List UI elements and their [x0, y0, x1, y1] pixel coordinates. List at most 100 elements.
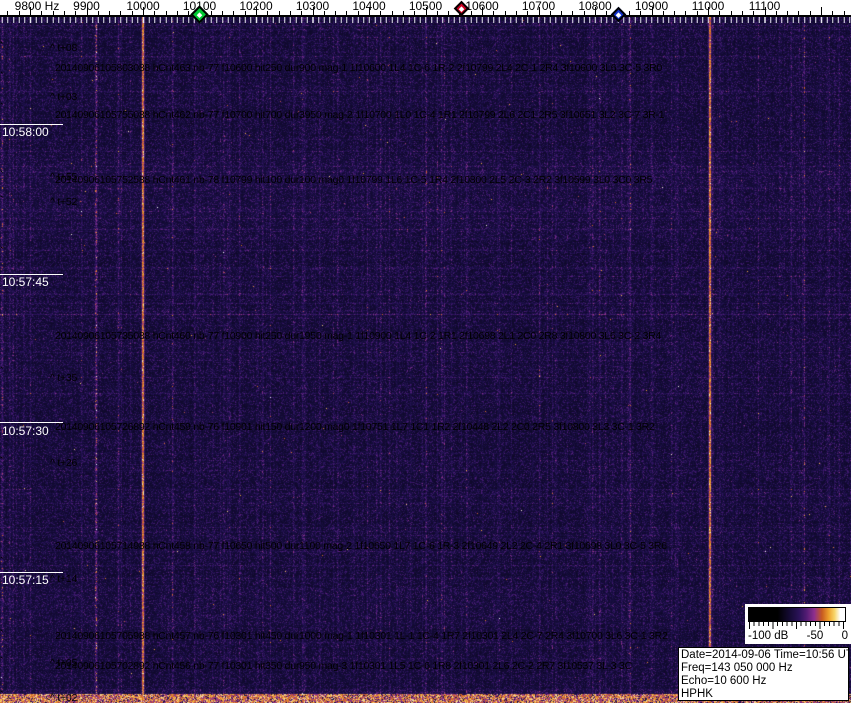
frequency-tick [402, 11, 404, 15]
frequency-tick [30, 7, 31, 15]
frequency-tick [346, 11, 348, 15]
frequency-tick [595, 7, 596, 15]
frequency-label: 10700 [521, 0, 556, 13]
frequency-tick [662, 11, 664, 15]
frequency-tick [764, 7, 766, 15]
frequency-label: 10800 [578, 0, 612, 13]
time-label: 10:57:30 [2, 424, 49, 438]
frequency-tick [369, 7, 370, 15]
frequency-tick [176, 11, 178, 15]
frequency-tick [109, 11, 111, 15]
event-time-marker: ^ t+26 [50, 457, 78, 469]
frequency-tick [278, 11, 280, 15]
frequency-tick [63, 11, 65, 15]
detection-report-line: 20140906105755088 hCnt462 nb-77 f10700 h… [55, 109, 665, 121]
colorbar-gradient [748, 607, 846, 622]
frequency-tick [380, 11, 382, 15]
frequency-label: 10500 [408, 0, 443, 13]
frequency-tick [821, 7, 822, 15]
frequency-label: 10200 [239, 0, 273, 13]
edge-mark-icon: ` [0, 366, 4, 378]
time-label: 10:57:45 [2, 275, 49, 289]
frequency-label: 9800 Hz [14, 0, 60, 13]
frequency-label: 10900 [634, 0, 669, 13]
waterfall-display[interactable] [0, 15, 851, 703]
event-time-marker: ^ t+35 [50, 372, 78, 384]
frequency-tick [312, 7, 314, 15]
info-callsign: HPHK [681, 688, 713, 700]
edge-mark-icon: ` [0, 41, 4, 53]
frequency-tick [719, 11, 721, 15]
frequency-tick [210, 11, 212, 15]
frequency-tick [391, 11, 393, 15]
frequency-tick [482, 7, 483, 15]
frequency-tick [222, 11, 224, 15]
edge-mark-icon: ` [0, 656, 4, 668]
frequency-tick [244, 11, 246, 15]
frequency-tick [120, 11, 122, 15]
detection-report-line: 20140906105714988 hCnt458 nb-77 f10650 h… [55, 540, 667, 552]
frequency-label: 11000 [691, 0, 725, 13]
time-tick [0, 124, 63, 125]
frequency-label: 9900 [73, 0, 100, 13]
frequency-ruler[interactable]: 9800 Hz990010000101001020010300104001050… [0, 0, 851, 17]
frequency-tick [527, 11, 529, 15]
edge-mark-icon: ` [0, 246, 4, 258]
frequency-tick [493, 11, 495, 15]
frequency-tick [357, 11, 359, 15]
frequency-tick [470, 11, 472, 15]
event-time-marker: ^ t+02 [50, 692, 78, 703]
info-date-time: Date=2014-09-06 Time=10:56 UTC [681, 649, 849, 661]
info-frequency: Freq=143 050 000 Hz [681, 662, 793, 674]
frequency-tick [323, 11, 325, 15]
edge-mark-icon: ` [0, 629, 4, 641]
frequency-tick [730, 11, 732, 15]
frequency-tick [798, 11, 800, 15]
frequency-tick [628, 11, 630, 15]
frequency-tick [289, 11, 291, 15]
colorbar-ticks [749, 622, 846, 629]
edge-mark-icon: ` [0, 170, 4, 182]
info-echo: Echo=10 600 Hz [681, 675, 767, 687]
event-time-marker: ^ t+55 [50, 171, 78, 183]
frequency-tick [75, 11, 77, 15]
frequency-tick [696, 11, 698, 15]
edge-mark-icon: ` [0, 195, 4, 207]
frequency-tick [301, 11, 303, 15]
frequency-tick [143, 7, 144, 15]
frequency-tick [97, 11, 99, 15]
frequency-label: 10000 [126, 0, 160, 13]
frequency-tick [775, 11, 777, 15]
frequency-tick [583, 11, 585, 15]
frequency-tick [753, 11, 755, 15]
time-tick [0, 422, 63, 423]
frequency-label: 10400 [352, 0, 386, 13]
edge-mark-icon: ` [0, 456, 4, 468]
colorbar-legend: -100 dB -50 0 [745, 604, 851, 644]
frequency-tick [606, 11, 608, 15]
frequency-tick [504, 11, 506, 15]
detection-report-line: 20140906105735088 hCnt460 nb-77 f10900 h… [55, 330, 662, 342]
event-time-marker: ^ t+05 [50, 657, 78, 669]
frequency-tick [549, 11, 551, 15]
frequency-tick [561, 11, 563, 15]
frequency-label: 10600 [465, 0, 499, 13]
frequency-tick [267, 11, 269, 15]
frequency-tick [708, 7, 709, 15]
detection-report-line: 20140906105803088 hCnt463 nb-77 f10600 h… [55, 62, 662, 74]
detection-report-line: 20140906105705988 hCnt457 nb-76 f10301 h… [55, 630, 668, 642]
edge-mark-icon: ` [0, 690, 4, 702]
frequency-label: 10300 [295, 0, 330, 13]
edge-mark-icon: ` [0, 102, 4, 114]
frequency-tick [448, 11, 450, 15]
frequency-tick [809, 11, 811, 15]
frequency-tick [188, 11, 190, 15]
event-time-marker: ^ t+14 [50, 573, 78, 585]
frequency-tick [41, 11, 43, 15]
frequency-tick [685, 11, 687, 15]
frequency-label: 11100 [748, 0, 781, 13]
frequency-tick [787, 11, 789, 15]
frequency-tick [832, 11, 834, 15]
event-time-marker: ^ t+08 [50, 42, 78, 54]
